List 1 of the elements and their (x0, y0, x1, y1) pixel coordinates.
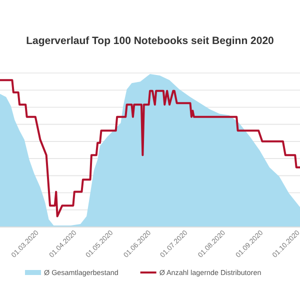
chart-title: Lagerverlauf Top 100 Notebooks seit Beginn 2020 (26, 35, 274, 47)
